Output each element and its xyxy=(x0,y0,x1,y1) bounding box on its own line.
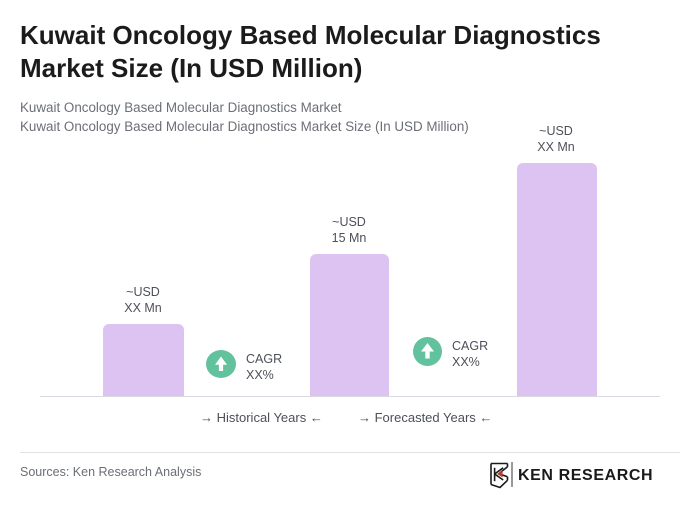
svg-text:KEN RESEARCH: KEN RESEARCH xyxy=(518,467,653,484)
